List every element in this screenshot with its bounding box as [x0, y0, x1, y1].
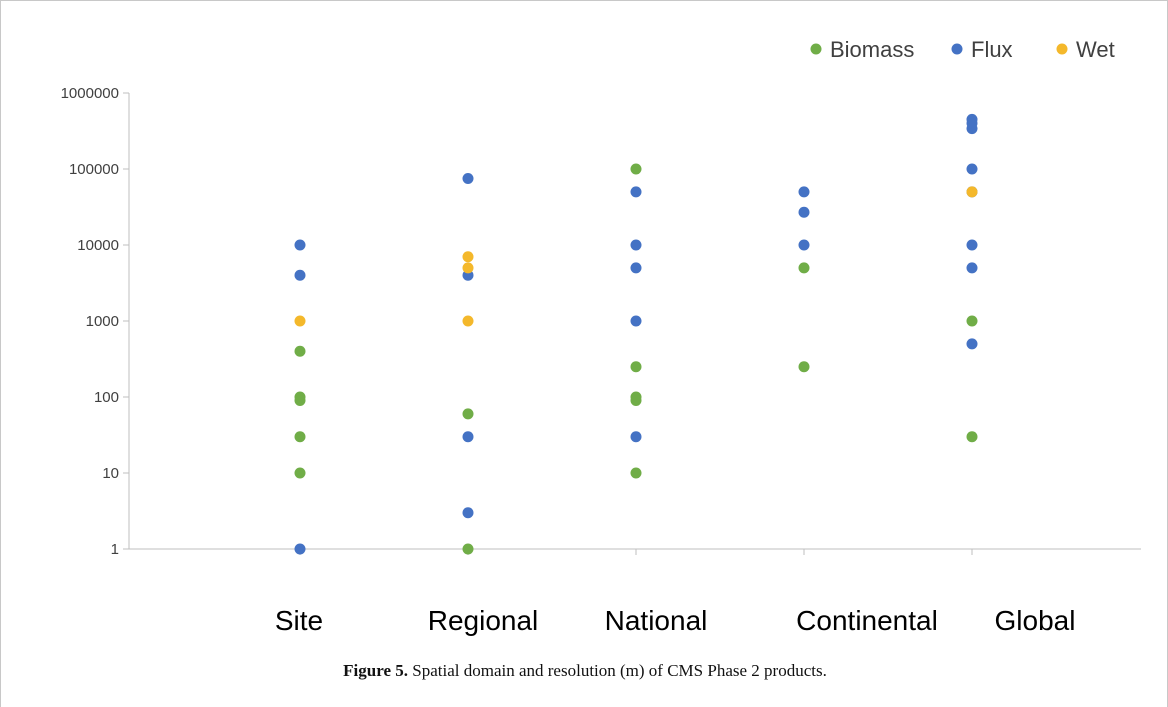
data-point-flux	[294, 269, 306, 281]
data-point-biomass	[462, 408, 474, 420]
data-point-biomass	[798, 361, 810, 373]
data-point-biomass	[294, 394, 306, 406]
legend-marker-flux	[951, 43, 963, 55]
figure-caption: Figure 5. Spatial domain and resolution …	[1, 661, 1168, 681]
data-point-biomass	[966, 315, 978, 327]
legend-label-flux: Flux	[971, 37, 1013, 62]
x-category-label: Continental	[796, 605, 938, 636]
data-point-flux	[630, 186, 642, 198]
data-point-flux	[630, 239, 642, 251]
scatter-chart: 1 10 100 1000 10000 100000 1000000 Site Regional…	[61, 37, 1141, 636]
data-point-biomass	[966, 431, 978, 443]
data-point-flux	[966, 338, 978, 350]
caption-label: Figure 5.	[343, 661, 409, 680]
data-point-wet	[462, 262, 474, 274]
data-point-flux	[966, 163, 978, 175]
data-point-wet	[966, 186, 978, 198]
data-point-biomass	[630, 394, 642, 406]
data-point-biomass	[630, 467, 642, 479]
data-point-flux	[294, 543, 306, 555]
data-point-flux	[630, 315, 642, 327]
y-tick-label: 1	[111, 541, 119, 558]
y-tick-label: 10000	[77, 237, 119, 254]
data-point-wet	[462, 315, 474, 327]
x-category-label: Global	[995, 605, 1076, 636]
caption-text: Spatial domain and resolution (m) of CMS…	[408, 661, 827, 680]
y-tick-label: 10	[102, 465, 119, 482]
data-point-flux	[798, 186, 810, 198]
x-category-label: National	[605, 605, 708, 636]
data-point-flux	[798, 206, 810, 218]
data-point-flux	[462, 172, 474, 184]
data-point-biomass	[798, 262, 810, 274]
y-tick-label: 100	[94, 389, 119, 406]
x-category-label: Regional	[428, 605, 539, 636]
data-point-biomass	[630, 361, 642, 373]
data-point-biomass	[294, 345, 306, 357]
data-point-flux	[798, 239, 810, 251]
y-tick-label: 100000	[69, 161, 119, 178]
data-point-wet	[462, 251, 474, 263]
data-point-flux	[630, 431, 642, 443]
data-point-biomass	[630, 163, 642, 175]
data-point-flux	[462, 431, 474, 443]
data-point-flux	[630, 262, 642, 274]
legend-label-biomass: Biomass	[830, 37, 914, 62]
data-point-biomass	[462, 543, 474, 555]
data-point-wet	[294, 315, 306, 327]
legend-marker-wet	[1056, 43, 1068, 55]
data-point-flux	[966, 239, 978, 251]
data-point-flux	[462, 507, 474, 519]
y-tick-label: 1000	[86, 313, 119, 330]
data-point-flux	[966, 262, 978, 274]
data-point-biomass	[294, 467, 306, 479]
legend-label-wet: Wet	[1076, 37, 1115, 62]
data-point-flux	[294, 239, 306, 251]
data-point-flux	[966, 123, 978, 135]
legend-marker-biomass	[810, 43, 822, 55]
data-point-biomass	[294, 431, 306, 443]
y-tick-label: 1000000	[61, 85, 119, 102]
x-category-label: Site	[275, 605, 323, 636]
